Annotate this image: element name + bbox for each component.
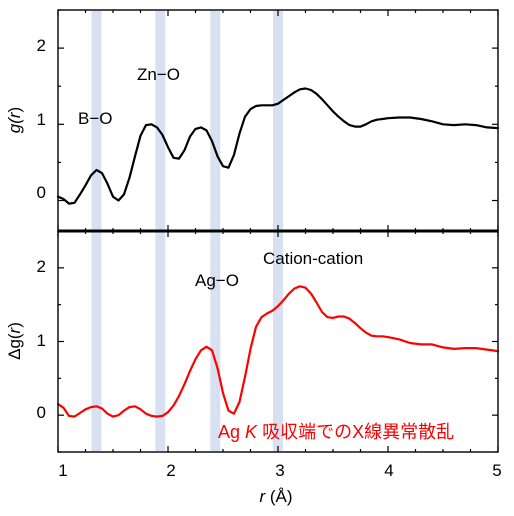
reference-band — [155, 11, 166, 230]
reference-band — [210, 232, 221, 451]
series-legend-label: Ag K 吸収端でのX線異常散乱 — [218, 422, 454, 442]
annotation-cation-cation: Cation-cation — [263, 249, 363, 268]
top-ytick-label: 2 — [37, 36, 46, 55]
x-axis-label: r (Å) — [259, 487, 292, 506]
annotation-b-o: B−O — [78, 109, 113, 128]
curves — [56, 87, 500, 418]
reference-band — [273, 232, 283, 451]
reference-band — [91, 232, 102, 451]
reference-band — [91, 11, 102, 230]
bottom-ytick-label: 2 — [37, 257, 46, 276]
annotation-zn-o: Zn−O — [137, 65, 180, 84]
top-ytick-label: 0 — [37, 183, 46, 202]
reference-band — [155, 232, 166, 451]
top-y-axis-label: g(r) — [5, 107, 24, 133]
xtick-label: 2 — [166, 461, 175, 480]
bottom-y-axis-label: Δg(r) — [5, 322, 24, 360]
annotation-ag-o: Ag−O — [195, 271, 239, 290]
xtick-label: 3 — [275, 461, 284, 480]
xtick-label: 4 — [384, 461, 393, 480]
reference-bands — [91, 11, 283, 451]
reference-band — [273, 11, 283, 230]
reference-band — [210, 11, 221, 230]
top-ytick-label: 1 — [37, 110, 46, 129]
bottom-ytick-label: 0 — [37, 403, 46, 422]
xtick-label: 5 — [492, 461, 501, 480]
xtick-label: 1 — [58, 461, 67, 480]
delta-gr-curve — [56, 285, 500, 418]
gr-curve — [56, 87, 500, 205]
bottom-ytick-label: 1 — [37, 331, 46, 350]
